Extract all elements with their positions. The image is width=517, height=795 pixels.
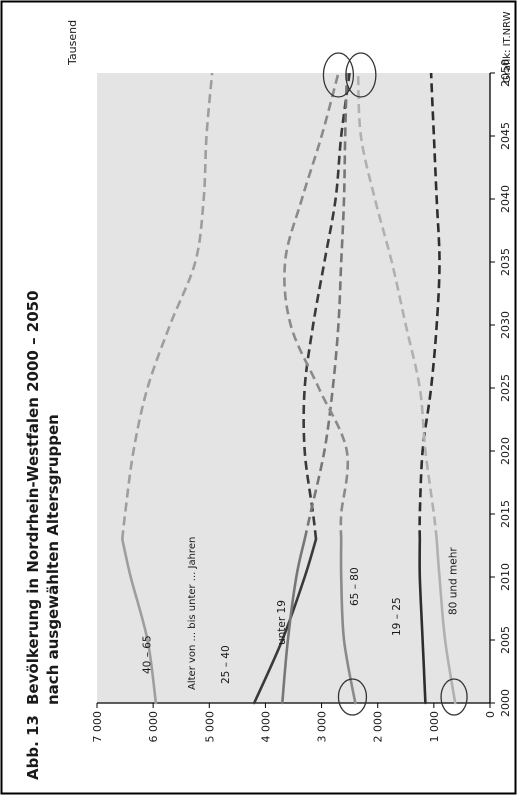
graphic-credit: Grafik: IT.NRW bbox=[502, 11, 513, 83]
highlight-ellipse bbox=[345, 52, 377, 98]
x-tick-label: 2040 bbox=[499, 185, 512, 213]
series-line-projected bbox=[121, 72, 214, 540]
age-group-caption: Alter von ... bis unter ... Jahren bbox=[187, 537, 198, 690]
unit-label: Tausend bbox=[66, 20, 79, 66]
series-label: 19 – 25 bbox=[391, 597, 403, 636]
x-tick-label: 2045 bbox=[499, 122, 512, 150]
x-tick-label: 2000 bbox=[499, 689, 512, 717]
series-label: 65 – 80 bbox=[349, 567, 361, 606]
y-tick-label: 6 000 bbox=[147, 711, 160, 743]
highlight-ellipse bbox=[440, 678, 468, 716]
highlight-ellipse bbox=[322, 52, 355, 98]
x-tick-label: 2050 bbox=[499, 59, 512, 87]
series-line-observed bbox=[339, 537, 357, 705]
series-line-observed bbox=[281, 537, 306, 705]
figure-subtitle: nach ausgewählten Altersgruppen bbox=[44, 414, 62, 705]
series-label: 25 – 40 bbox=[220, 645, 232, 684]
y-tick-label: 7 000 bbox=[91, 711, 104, 743]
series-line-observed bbox=[418, 537, 427, 705]
x-axis: 2000 2005 2010 2015 2020 2025 2030 2035 2040 2045… bbox=[489, 59, 512, 717]
x-tick-label: 2030 bbox=[499, 311, 512, 339]
series-label: unter 19 bbox=[276, 600, 288, 645]
series-label: 40 – 65 bbox=[141, 635, 153, 674]
x-tick-label: 2010 bbox=[499, 563, 512, 591]
highlight-ellipse bbox=[337, 678, 368, 716]
series-line-projected bbox=[356, 72, 438, 540]
figure-title: Bevölkerung in Nordrhein-Westfalen 2000 … bbox=[24, 290, 42, 705]
series-line-projected bbox=[303, 72, 349, 540]
x-tick-label: 2015 bbox=[499, 500, 512, 528]
x-tick-label: 2025 bbox=[499, 374, 512, 402]
y-tick-label: 5 000 bbox=[203, 711, 216, 743]
series-label-layer: 40 – 65 25 – 40 unter 19 65 – 80 19 – 25 80 u… bbox=[141, 547, 459, 684]
series-label: 80 und mehr bbox=[447, 547, 459, 615]
series-line-projected bbox=[302, 72, 351, 540]
rotated-chart: Abb. 13 Bevölkerung in Nordrhein-Westfal… bbox=[24, 11, 513, 780]
x-tick-label: 2035 bbox=[499, 248, 512, 276]
y-tick-label: 2 000 bbox=[372, 711, 385, 743]
x-tick-label: 2020 bbox=[499, 437, 512, 465]
series-line-observed bbox=[252, 537, 318, 705]
y-tick-label: 1 000 bbox=[428, 711, 441, 743]
y-axis: 0 1 000 2 000 3 000 4 000 5 000 6 000 7 000 bbox=[91, 702, 497, 743]
y-tick-label: 0 bbox=[484, 711, 497, 718]
x-tick-label: 2005 bbox=[499, 626, 512, 654]
series-line-projected bbox=[283, 72, 350, 540]
series-line-observed bbox=[435, 537, 457, 705]
highlight-layer bbox=[322, 52, 468, 716]
y-tick-label: 4 000 bbox=[259, 711, 272, 743]
figure-number: Abb. 13 bbox=[24, 715, 42, 780]
series-layer bbox=[121, 72, 457, 705]
y-tick-label: 3 000 bbox=[316, 711, 329, 743]
series-line-projected bbox=[418, 72, 441, 540]
series-line-observed bbox=[121, 537, 158, 705]
